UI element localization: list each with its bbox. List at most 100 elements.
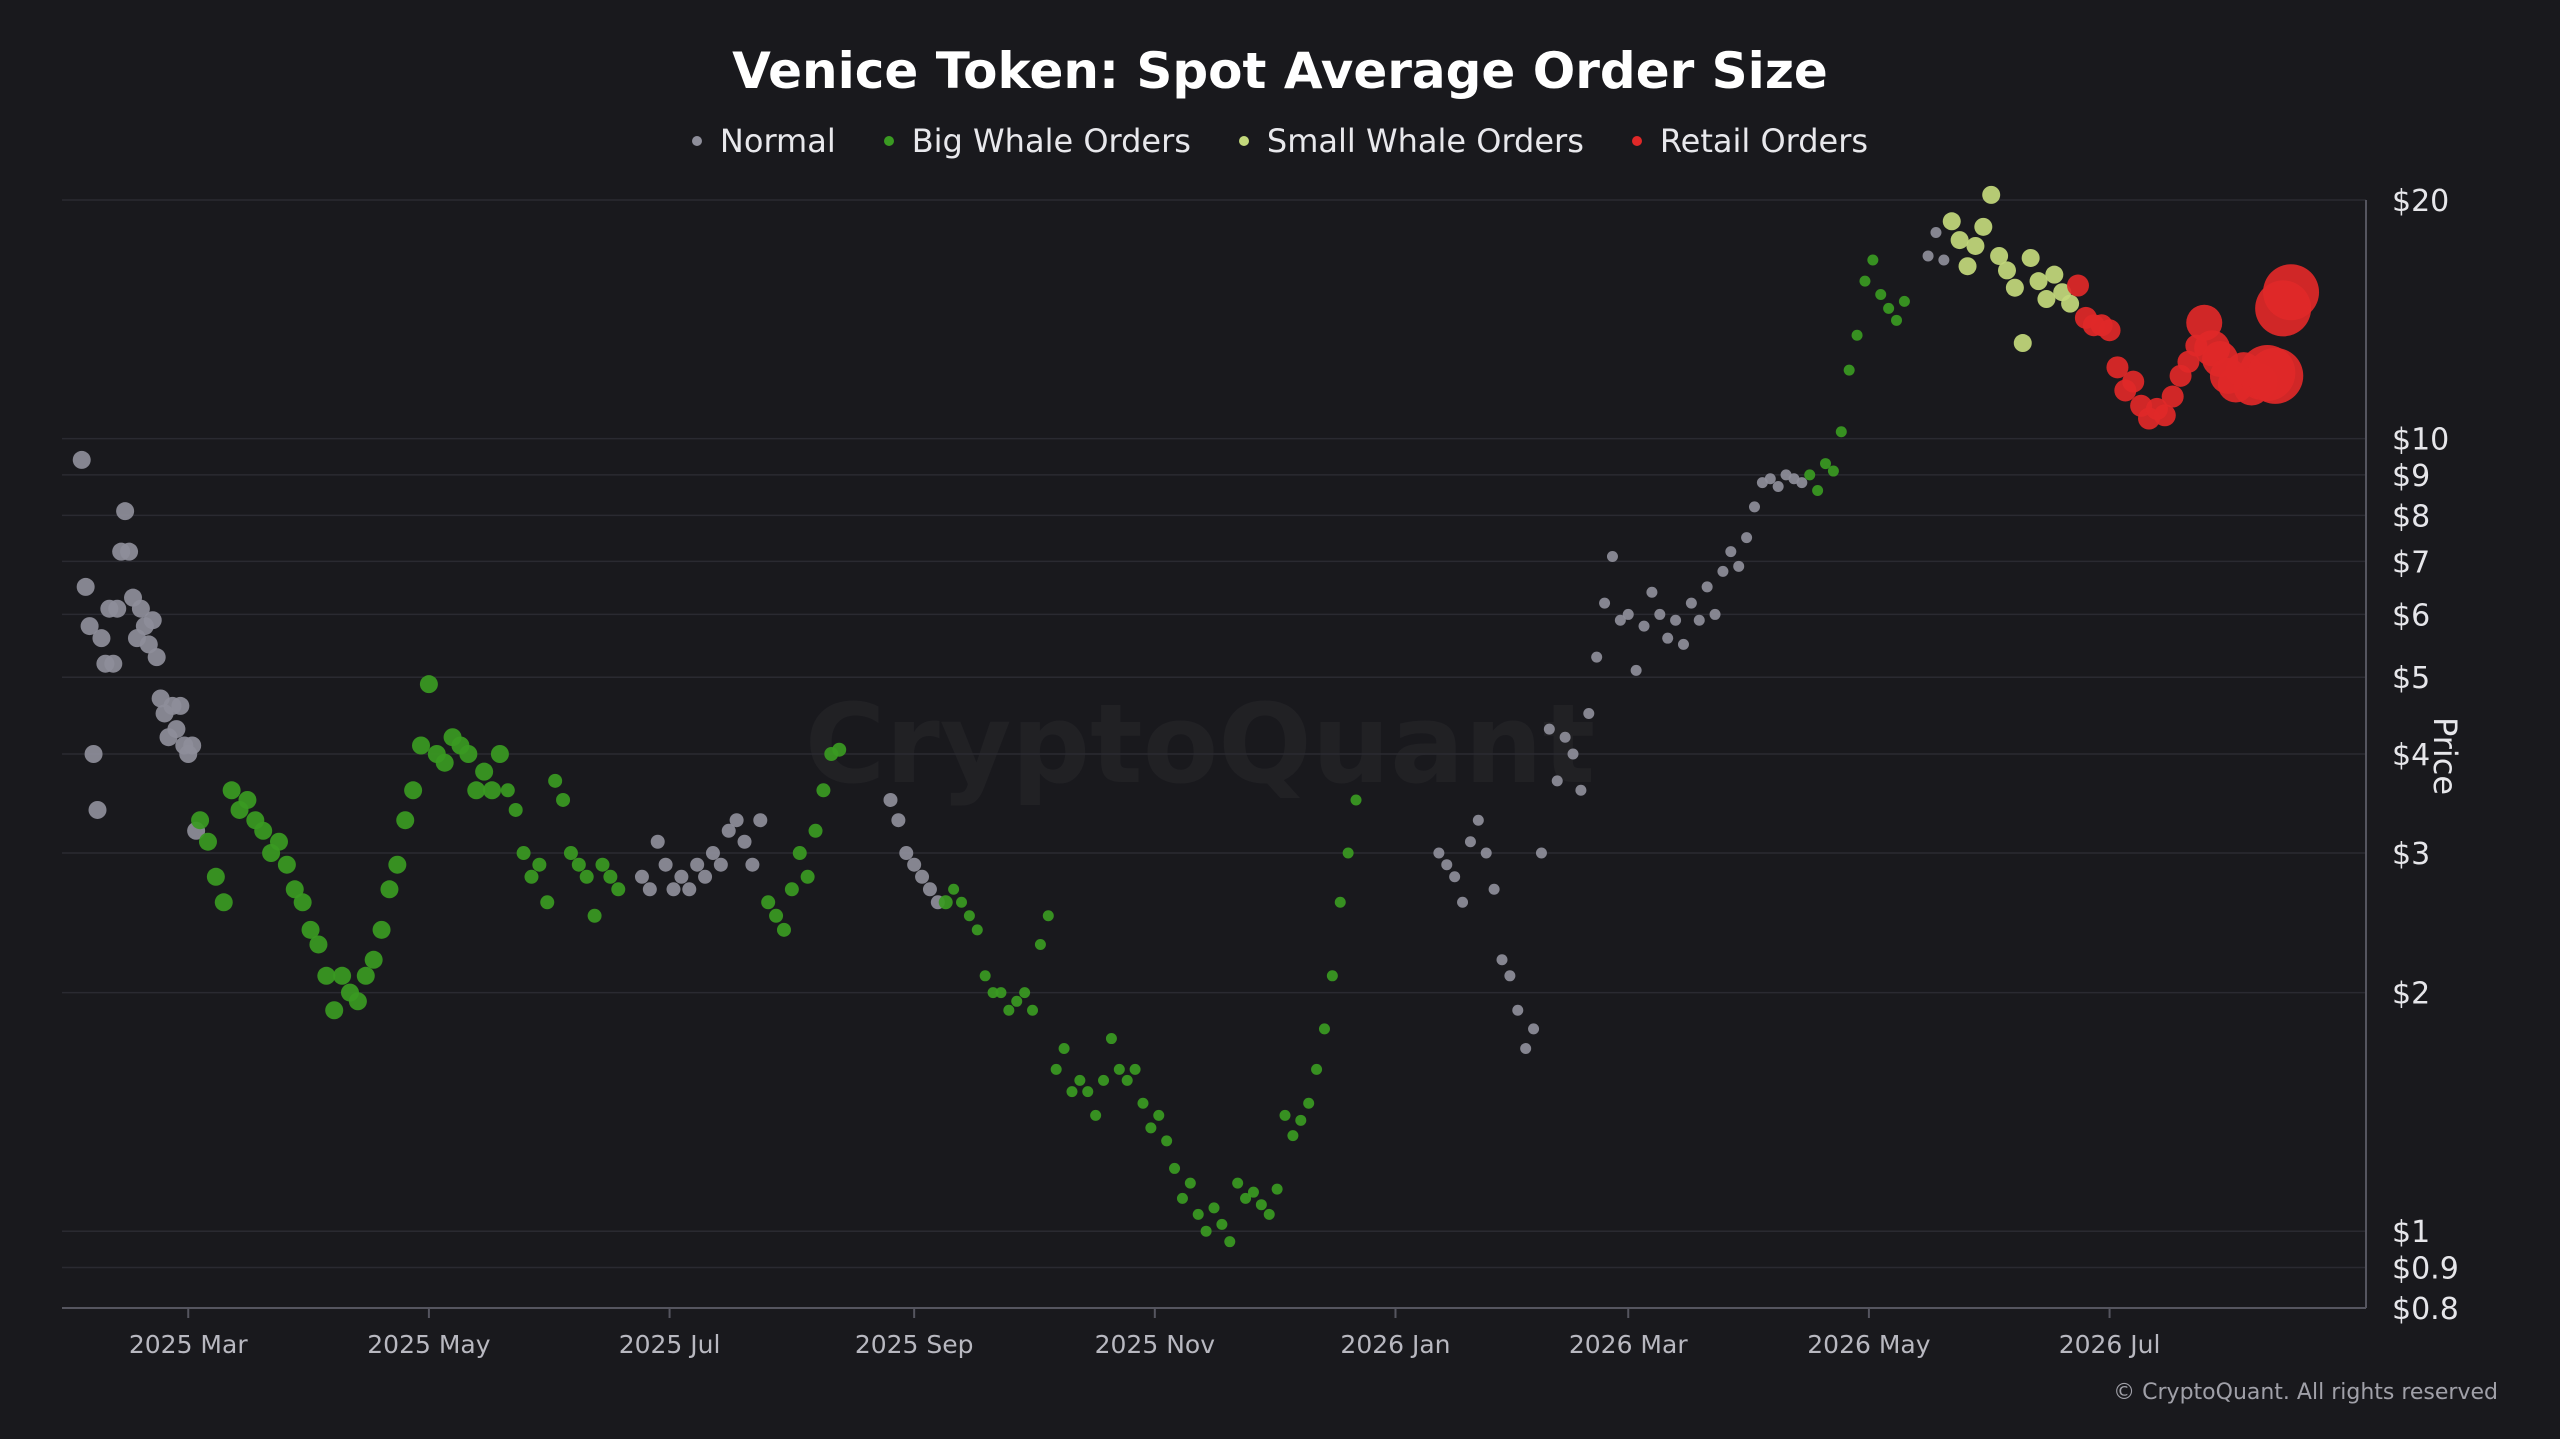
data-point-big-whale xyxy=(1350,794,1362,806)
data-point-normal xyxy=(1709,608,1721,620)
legend-item-retail[interactable]: Retail Orders xyxy=(1631,122,1868,160)
data-point-big-whale xyxy=(516,846,531,861)
data-point-big-whale xyxy=(1090,1109,1102,1121)
data-point-big-whale xyxy=(1129,1063,1141,1075)
data-point-normal xyxy=(713,857,728,872)
data-point-normal xyxy=(120,542,139,561)
chart-title: Venice Token: Spot Average Order Size xyxy=(732,42,1828,100)
data-point-big-whale xyxy=(317,966,336,985)
data-point-small-whale xyxy=(1950,231,1969,250)
data-point-small-whale xyxy=(1982,185,2001,204)
data-point-normal xyxy=(1433,847,1445,859)
data-point-big-whale xyxy=(419,675,438,694)
data-point-big-whale xyxy=(524,869,539,884)
data-point-big-whale xyxy=(938,895,953,910)
copyright-text: © CryptoQuant. All rights reserved xyxy=(2113,1380,2498,1405)
data-point-normal xyxy=(642,882,657,897)
data-point-normal xyxy=(915,869,930,884)
y-tick-label: $10 xyxy=(2392,423,2449,458)
legend-dot-normal xyxy=(691,136,702,146)
data-point-big-whale xyxy=(309,935,328,954)
data-point-big-whale xyxy=(301,920,320,939)
data-point-big-whale xyxy=(971,924,983,936)
data-point-big-whale xyxy=(1058,1043,1070,1055)
data-point-big-whale xyxy=(532,857,547,872)
data-point-big-whale xyxy=(1011,995,1023,1007)
data-point-big-whale xyxy=(254,821,273,840)
data-point-normal xyxy=(1551,775,1563,787)
data-point-normal xyxy=(650,834,665,849)
data-point-big-whale xyxy=(1232,1177,1244,1189)
legend-item-normal[interactable]: Normal xyxy=(691,122,836,160)
data-point-normal xyxy=(88,800,107,819)
data-point-big-whale xyxy=(285,880,304,899)
data-point-normal xyxy=(1922,250,1934,262)
data-point-big-whale xyxy=(1303,1097,1315,1109)
data-point-big-whale xyxy=(1835,426,1847,438)
data-point-normal xyxy=(167,720,186,739)
data-point-big-whale xyxy=(956,896,968,908)
data-point-normal xyxy=(729,813,744,828)
data-point-big-whale xyxy=(595,857,610,872)
data-point-big-whale xyxy=(372,920,391,939)
y-tick-label: $0.9 xyxy=(2392,1251,2459,1286)
data-point-big-whale xyxy=(784,882,799,897)
data-point-big-whale xyxy=(1883,302,1895,314)
data-point-normal xyxy=(1654,608,1666,620)
data-point-big-whale xyxy=(459,745,478,763)
data-point-big-whale xyxy=(238,790,257,809)
data-point-big-whale xyxy=(333,966,352,985)
y-tick-label: $3 xyxy=(2392,837,2430,872)
data-point-small-whale xyxy=(1942,212,1961,231)
data-point-normal xyxy=(1630,664,1642,676)
data-point-big-whale xyxy=(500,783,515,798)
data-point-big-whale xyxy=(1034,938,1046,950)
data-point-normal xyxy=(1591,651,1603,663)
data-point-normal xyxy=(108,599,127,618)
data-point-normal xyxy=(1496,954,1508,966)
data-point-normal xyxy=(1701,581,1713,593)
data-point-big-whale xyxy=(1334,896,1346,908)
data-point-normal xyxy=(147,648,166,667)
data-point-big-whale xyxy=(508,802,523,817)
data-point-normal xyxy=(1677,638,1689,650)
data-point-big-whale xyxy=(1050,1063,1062,1075)
data-point-normal xyxy=(1725,546,1737,558)
data-point-normal xyxy=(1472,814,1484,826)
data-point-normal xyxy=(682,882,697,897)
legend-item-big-whale[interactable]: Big Whale Orders xyxy=(883,122,1191,160)
data-point-normal xyxy=(658,857,673,872)
data-point-big-whale xyxy=(467,781,486,800)
legend-item-small-whale[interactable]: Small Whale Orders xyxy=(1238,122,1584,160)
data-point-big-whale xyxy=(214,893,233,912)
data-point-retail xyxy=(2247,347,2304,404)
data-point-big-whale xyxy=(348,992,367,1011)
data-point-big-whale xyxy=(435,753,454,772)
data-point-normal xyxy=(1567,748,1579,760)
data-point-small-whale xyxy=(1990,246,2009,265)
legend-label-normal: Normal xyxy=(719,122,836,160)
data-point-normal xyxy=(1930,226,1942,238)
data-point-big-whale xyxy=(1851,329,1863,341)
data-point-normal xyxy=(131,599,150,618)
data-point-normal xyxy=(80,617,99,636)
data-point-big-whale xyxy=(816,783,831,798)
data-point-normal xyxy=(1733,560,1745,572)
data-point-big-whale xyxy=(1804,469,1816,481)
data-point-normal xyxy=(1457,896,1469,908)
data-point-normal xyxy=(1441,859,1453,871)
legend-dot-small-whale xyxy=(1238,136,1249,146)
data-point-normal xyxy=(1559,731,1571,743)
data-point-normal xyxy=(745,857,760,872)
data-point-normal xyxy=(1646,586,1658,598)
data-point-normal xyxy=(1670,614,1682,626)
data-point-normal xyxy=(1480,847,1492,859)
data-point-big-whale xyxy=(1082,1086,1094,1098)
y-axis-label: Price xyxy=(2426,716,2464,796)
data-point-normal xyxy=(737,834,752,849)
data-point-big-whale xyxy=(483,781,502,800)
data-point-normal xyxy=(143,611,162,630)
data-point-small-whale xyxy=(2021,248,2040,267)
data-point-small-whale xyxy=(1974,217,1993,236)
data-point-big-whale xyxy=(1875,288,1887,300)
